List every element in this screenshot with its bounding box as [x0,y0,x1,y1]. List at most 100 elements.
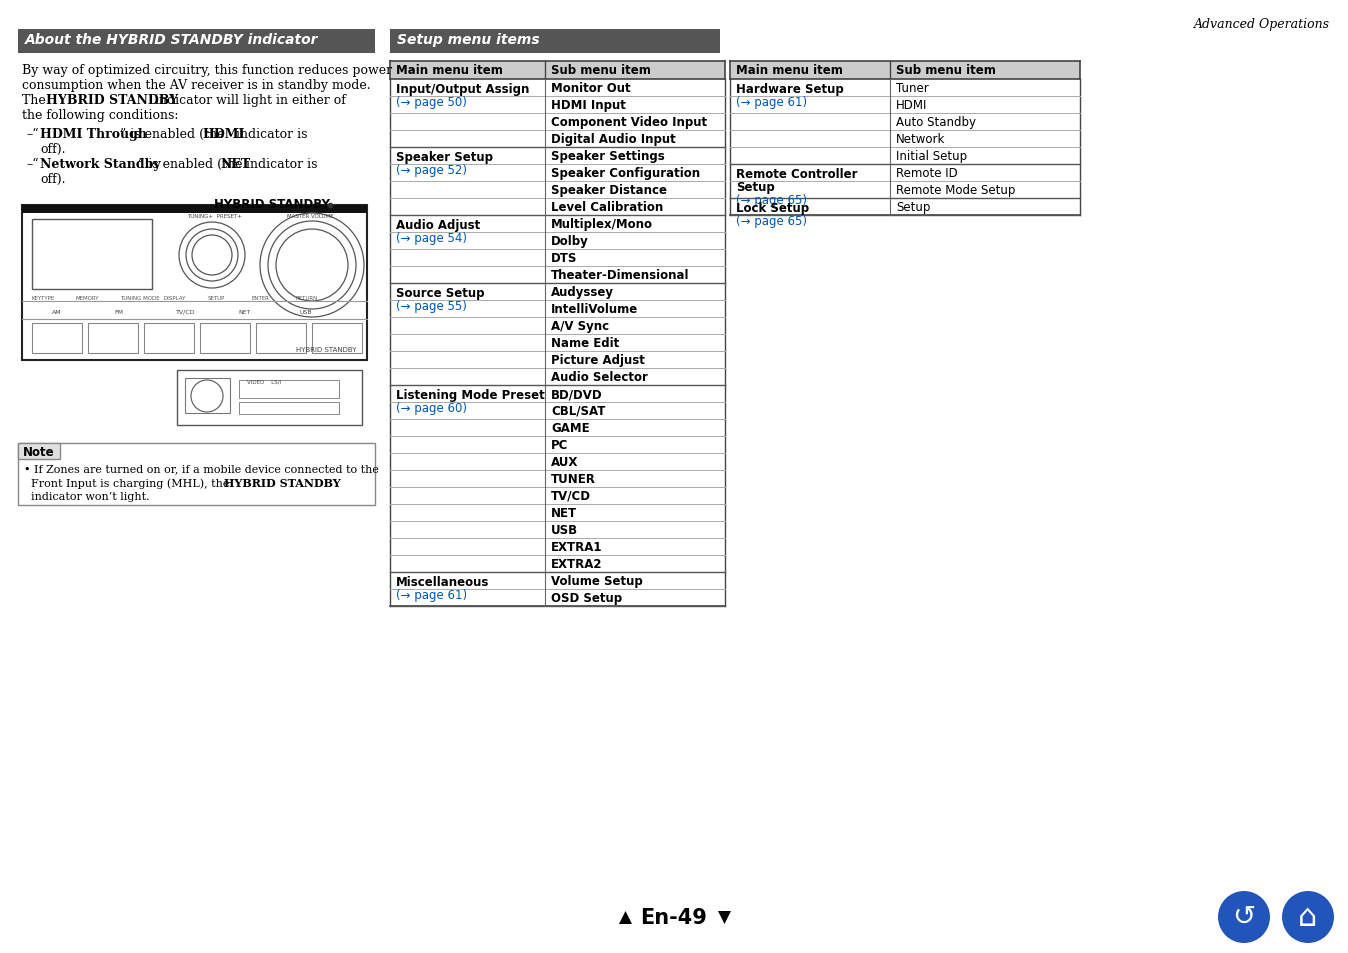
Bar [731,62,1080,80]
Text: Sub menu item: Sub menu item [896,64,996,77]
Text: Multiplex/Mono: Multiplex/Mono [551,218,652,231]
Text: (→ page 54): (→ page 54) [396,232,466,245]
Text: EXTRA2: EXTRA2 [551,558,603,571]
Text: KEYTYPE: KEYTYPE [32,295,55,301]
Text: Component Video Input: Component Video Input [551,116,708,129]
Text: ↺: ↺ [1232,902,1255,930]
Bar [185,378,231,414]
Text: AM: AM [53,310,62,314]
Text: Picture Adjust: Picture Adjust [551,354,644,367]
Text: SETUP: SETUP [208,295,225,301]
Text: Speaker Settings: Speaker Settings [551,150,665,163]
Text: –“: –“ [26,128,39,141]
Text: Tuner: Tuner [896,82,929,95]
Text: indicator won’t light.: indicator won’t light. [24,492,150,501]
Text: VIDEO    LS/I: VIDEO LS/I [247,379,282,385]
Text: FM: FM [115,310,123,314]
Text: HDMI: HDMI [202,128,244,141]
Text: TV/CD: TV/CD [177,310,195,314]
Text: Advanced Operations: Advanced Operations [1194,18,1330,30]
Bar [239,402,338,415]
Bar [18,443,375,505]
Text: Listening Mode Preset: Listening Mode Preset [396,389,545,401]
Text: Remote Controller: Remote Controller [736,168,857,181]
Bar [311,324,363,354]
Text: (→ page 61): (→ page 61) [736,96,807,109]
Text: A/V Sync: A/V Sync [551,319,609,333]
Text: Dolby: Dolby [551,234,589,248]
Text: Main menu item: Main menu item [736,64,842,77]
Text: Remote Mode Setup: Remote Mode Setup [896,184,1015,196]
Text: EXTRA1: EXTRA1 [551,540,603,554]
Bar [18,443,61,459]
Text: HYBRID STANDBY: HYBRID STANDBY [224,477,341,489]
Text: HDMI Input: HDMI Input [551,99,625,112]
Text: Setup menu items: Setup menu items [398,33,539,47]
Text: Speaker Setup: Speaker Setup [396,151,493,164]
Text: Hardware Setup: Hardware Setup [736,83,844,96]
Text: Speaker Configuration: Speaker Configuration [551,167,700,180]
Text: IntelliVolume: IntelliVolume [551,303,638,315]
Text: (→ page 65): (→ page 65) [736,214,807,228]
Text: DISPLAY: DISPLAY [164,295,186,301]
Text: USB: USB [551,523,578,537]
Text: Main menu item: Main menu item [396,64,503,77]
Bar [32,324,82,354]
Bar [390,62,725,80]
Text: Network Standby: Network Standby [40,158,160,171]
Text: NET: NET [220,158,251,171]
Text: Note: Note [23,446,55,458]
Text: BD/DVD: BD/DVD [551,388,603,400]
Text: En-49: En-49 [640,907,708,927]
Text: Monitor Out: Monitor Out [551,82,631,95]
Bar [239,380,338,398]
Text: (→ page 65): (→ page 65) [736,193,807,207]
Bar [177,371,363,426]
Text: USB: USB [301,310,313,314]
Text: The: The [22,94,50,107]
Text: (→ page 61): (→ page 61) [396,588,468,601]
Text: ” is enabled (the: ” is enabled (the [137,158,247,171]
Text: NET: NET [551,506,577,519]
Text: Audyssey: Audyssey [551,286,613,298]
Text: About the HYBRID STANDBY indicator: About the HYBRID STANDBY indicator [26,33,318,47]
Text: (→ page 52): (→ page 52) [396,164,466,177]
Circle shape [1219,891,1270,943]
Circle shape [1282,891,1335,943]
Text: Level Calibration: Level Calibration [551,201,663,213]
Text: ” is enabled (the: ” is enabled (the [120,128,229,141]
Text: Input/Output Assign: Input/Output Assign [396,83,530,96]
Text: Setup: Setup [736,181,775,193]
Bar [22,206,367,213]
Text: AUX: AUX [551,456,578,469]
Bar [256,324,306,354]
Text: CBL/SAT: CBL/SAT [551,405,605,417]
Text: By way of optimized circuitry, this function reduces power: By way of optimized circuitry, this func… [22,64,392,77]
Text: Setup: Setup [896,201,930,213]
Text: Audio Selector: Audio Selector [551,371,648,384]
Text: Remote ID: Remote ID [896,167,957,180]
Text: PC: PC [551,438,569,452]
Text: OSD Setup: OSD Setup [551,592,623,604]
Text: Source Setup: Source Setup [396,287,484,299]
Text: TUNING+  PRESET+: TUNING+ PRESET+ [187,213,241,219]
Text: indicator is: indicator is [243,158,318,171]
Text: Auto Standby: Auto Standby [896,116,976,129]
Text: –“: –“ [26,158,39,171]
Text: Digital Audio Input: Digital Audio Input [551,132,675,146]
Text: indicator is: indicator is [232,128,307,141]
Text: HDMI: HDMI [896,99,927,112]
Text: indicator will light in either of: indicator will light in either of [151,94,346,107]
Bar [22,206,367,360]
Text: Network: Network [896,132,945,146]
Text: Lock Setup: Lock Setup [736,202,809,214]
Text: Volume Setup: Volume Setup [551,575,643,587]
Polygon shape [619,911,632,924]
Text: ⌂: ⌂ [1298,902,1318,931]
Text: • If Zones are turned on or, if a mobile device connected to the: • If Zones are turned on or, if a mobile… [24,463,379,474]
Polygon shape [718,911,731,924]
Bar [88,324,137,354]
Bar [144,324,194,354]
Text: NET: NET [239,310,251,314]
Text: MEMORY: MEMORY [75,295,100,301]
